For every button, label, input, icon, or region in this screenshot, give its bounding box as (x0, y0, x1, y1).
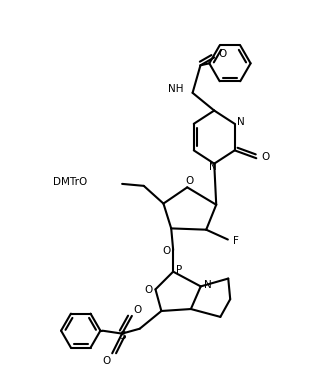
Text: O: O (162, 246, 170, 256)
Text: O: O (144, 285, 153, 296)
Text: F: F (233, 236, 239, 245)
Text: O: O (102, 356, 111, 366)
Text: O: O (134, 305, 142, 315)
Text: N: N (204, 280, 211, 290)
Text: DMTrO: DMTrO (53, 177, 88, 187)
Text: NH: NH (168, 84, 184, 94)
Text: N: N (237, 117, 244, 127)
Text: O: O (218, 49, 226, 60)
Text: O: O (261, 152, 269, 162)
Text: O: O (185, 176, 193, 187)
Text: N: N (209, 162, 217, 171)
Text: S: S (120, 330, 126, 340)
Text: P: P (176, 265, 182, 275)
